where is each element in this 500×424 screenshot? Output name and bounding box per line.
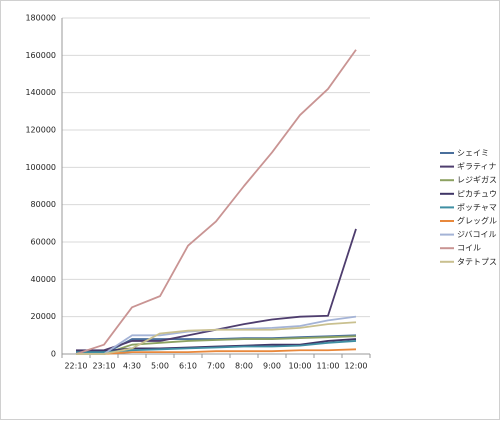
- y-tick-label: 140000: [25, 88, 56, 97]
- y-tick-label: 80000: [31, 200, 56, 209]
- x-tick-label: 8:00: [235, 362, 253, 371]
- series-line: [76, 348, 357, 355]
- x-tick-label: 6:10: [179, 362, 197, 371]
- series-line: [76, 321, 357, 355]
- y-tick-label: 0: [51, 350, 56, 359]
- x-tick-label: 22:10: [64, 362, 87, 371]
- x-tick-label: 10:00: [288, 362, 311, 371]
- x-tick-label: 4:30: [123, 362, 141, 371]
- grid: 0 20000 40000 60000 80000 100000 120000 140000 1…: [25, 14, 371, 371]
- y-tick-label: 180000: [25, 14, 56, 23]
- legend-label: コイル: [457, 244, 481, 253]
- x-tick-label: 5:00: [151, 362, 169, 371]
- legend-label: ギラティナ: [457, 162, 497, 171]
- x-tick-label: 11:00: [316, 362, 339, 371]
- x-tick-label: 23:10: [92, 362, 115, 371]
- y-tick-label: 160000: [25, 51, 56, 60]
- legend-label: グレッグル: [457, 216, 497, 226]
- y-tick-label: 120000: [25, 126, 56, 135]
- y-tick-label: 100000: [25, 163, 56, 172]
- x-tick-label: 9:00: [263, 362, 281, 371]
- x-tick-label: 12:00: [344, 362, 367, 371]
- plot-lines: [75, 49, 357, 355]
- x-tick-label: 7:00: [207, 362, 225, 371]
- series-line: [76, 335, 357, 355]
- legend-label: ピカチュウ: [457, 189, 497, 198]
- legend-label: タテトプス: [457, 257, 497, 266]
- legend-label: レジギガス: [457, 175, 497, 185]
- y-tick-label: 40000: [31, 275, 56, 284]
- series-line: [76, 338, 357, 353]
- series-line: [75, 49, 357, 355]
- legend-label: ポッチャマ: [457, 203, 497, 212]
- legend: シェイミギラティナレジギガスピカチュウポッチャマグレッグルジバコイルコイルタテト…: [440, 149, 497, 266]
- legend-label: シェイミ: [457, 149, 489, 158]
- legend-label: ジバコイル: [457, 230, 497, 239]
- y-tick-label: 20000: [31, 312, 56, 321]
- y-tick-label: 60000: [31, 238, 56, 247]
